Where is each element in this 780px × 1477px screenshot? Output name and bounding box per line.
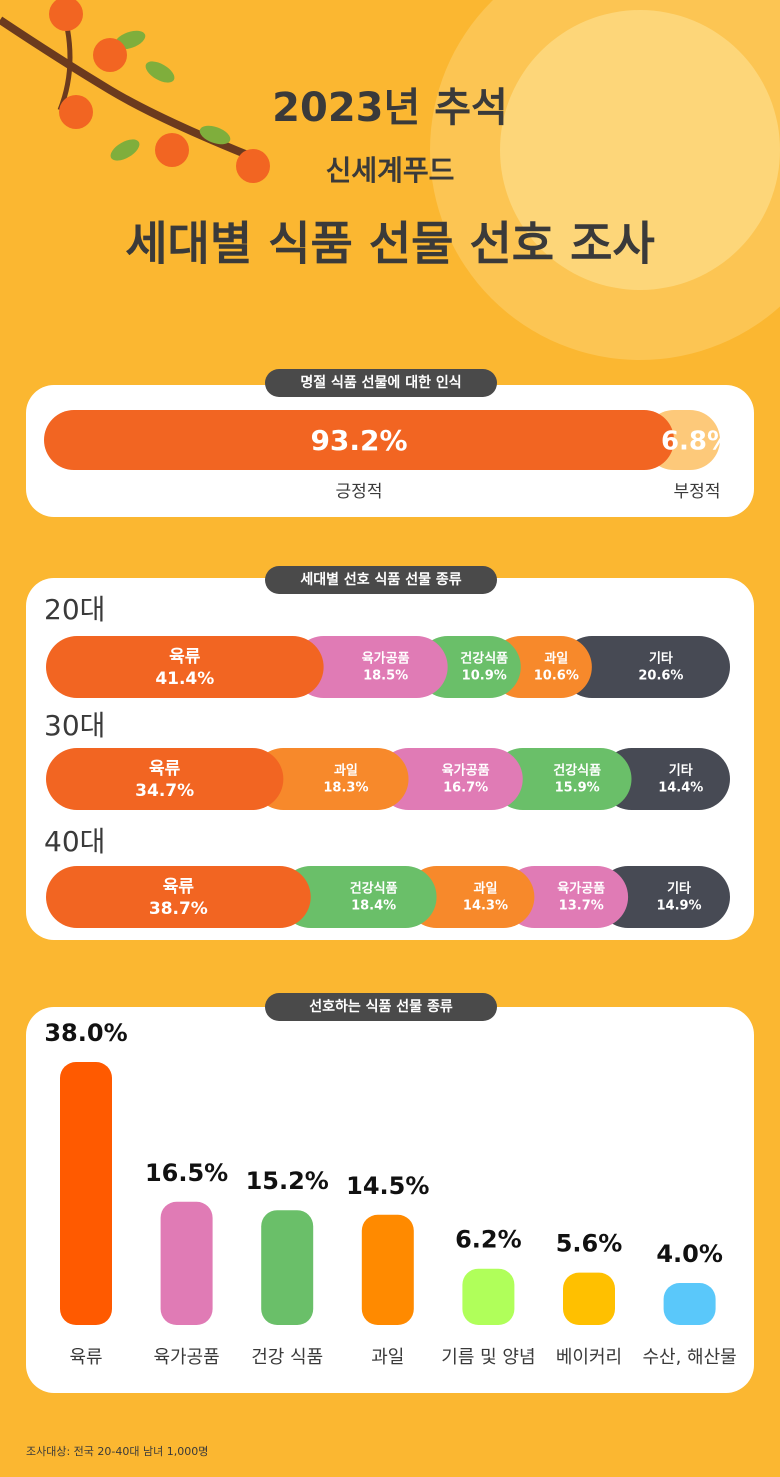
group-label: 30대 (44, 709, 105, 742)
category-label: 긍정적 (336, 482, 383, 502)
value-label: 14.3% (463, 899, 508, 914)
leaf (199, 125, 231, 145)
value-label: 14.9% (656, 899, 701, 914)
persimmon (49, 0, 83, 31)
segment-category: 기타 (667, 881, 691, 897)
value-label: 18.5% (363, 669, 408, 684)
panel-title: 명절 식품 선물에 대한 인식 (300, 374, 461, 391)
bar-segment (46, 636, 324, 698)
category-label: 부정적 (674, 482, 721, 502)
value-label: 18.3% (323, 781, 368, 796)
bar (563, 1272, 615, 1325)
category-label: 과일 (371, 1347, 404, 1368)
bar-segment (600, 748, 730, 810)
footnote: 조사대상: 전국 20-40대 남녀 1,000명 (26, 1445, 208, 1458)
value-label: 10.9% (462, 669, 507, 684)
segment-category: 기타 (669, 763, 693, 779)
bar (663, 1283, 716, 1325)
segment-category: 기타 (649, 651, 673, 667)
bar (60, 1062, 112, 1325)
value-label: 18.4% (351, 899, 396, 914)
moon (500, 10, 780, 290)
value-label: 41.4% (155, 669, 214, 689)
value-label: 20.6% (638, 669, 683, 684)
value-label: 10.6% (534, 669, 579, 684)
bar-segment (503, 866, 629, 928)
segment-category: 과일 (474, 882, 498, 897)
persimmons (49, 0, 270, 183)
segment-category: 과일 (544, 652, 568, 667)
brand: 신세계푸드 (326, 154, 455, 187)
value-label: 4.0% (656, 1240, 723, 1268)
category-label: 육가공품 (153, 1347, 219, 1368)
value-label: 16.7% (443, 781, 488, 796)
category-label: 수산, 해산물 (642, 1347, 736, 1368)
title: 2023년 추석 (272, 85, 508, 131)
bar-segment (252, 748, 409, 810)
value-label: 16.5% (145, 1159, 228, 1187)
group-label: 20대 (44, 593, 105, 626)
category-label: 베이커리 (556, 1347, 622, 1368)
value-label: 38.0% (44, 1019, 127, 1047)
panel-title: 선호하는 식품 선물 종류 (309, 998, 453, 1015)
headline: 세대별 식품 선물 선호 조사 (125, 217, 655, 271)
leaf (145, 61, 175, 83)
segment-category: 육가공품 (442, 763, 490, 779)
value-label: 15.9% (555, 781, 600, 796)
category-label: 육류 (69, 1347, 102, 1368)
bar-segment (491, 748, 632, 810)
bar-segment (279, 866, 437, 928)
panel-title-pill (265, 369, 497, 397)
leaf (110, 139, 140, 161)
segment-category: 육류 (149, 759, 181, 779)
group-label: 40대 (44, 825, 105, 858)
segment-category: 건강식품 (350, 881, 398, 897)
value-label: 14.5% (346, 1172, 429, 1200)
persimmon (59, 95, 93, 129)
persimmon (155, 133, 189, 167)
segment-category: 육가공품 (557, 881, 605, 897)
bar (361, 1214, 414, 1325)
bar (261, 1210, 314, 1325)
value-label: 15.2% (246, 1167, 329, 1195)
bar-segment (560, 636, 730, 698)
bar-segment (292, 636, 448, 698)
value-label: 38.7% (149, 899, 208, 919)
segment-category: 육류 (169, 647, 201, 667)
segment-category: 육류 (163, 877, 195, 897)
value-label: 13.7% (559, 899, 604, 914)
panel-title-pill (265, 566, 497, 594)
value-label: 6.8% (661, 427, 733, 457)
segment-category: 육가공품 (362, 651, 410, 667)
value-label: 14.4% (658, 781, 703, 796)
persimmon (236, 149, 270, 183)
bar-segment (377, 748, 523, 810)
panel-title-pill (265, 993, 497, 1021)
segment-category: 과일 (334, 764, 358, 779)
segment-category: 건강식품 (460, 651, 508, 667)
bar (462, 1268, 515, 1325)
bar-segment (46, 866, 311, 928)
segment-category: 건강식품 (553, 763, 601, 779)
persimmon (93, 38, 127, 72)
bar-segment (46, 748, 284, 810)
category-label: 기름 및 양념 (441, 1347, 535, 1368)
value-label: 6.2% (455, 1226, 522, 1254)
panel-title: 세대별 선호 식품 선물 종류 (300, 571, 461, 588)
value-label: 34.7% (135, 781, 194, 801)
bar-segment (405, 866, 535, 928)
category-label: 건강 식품 (251, 1347, 323, 1368)
bar-segment (597, 866, 730, 928)
panel (26, 1007, 754, 1393)
value-label: 5.6% (556, 1230, 623, 1258)
value-label: 93.2% (310, 424, 407, 457)
bar (160, 1201, 213, 1325)
bar-segment (44, 410, 675, 470)
